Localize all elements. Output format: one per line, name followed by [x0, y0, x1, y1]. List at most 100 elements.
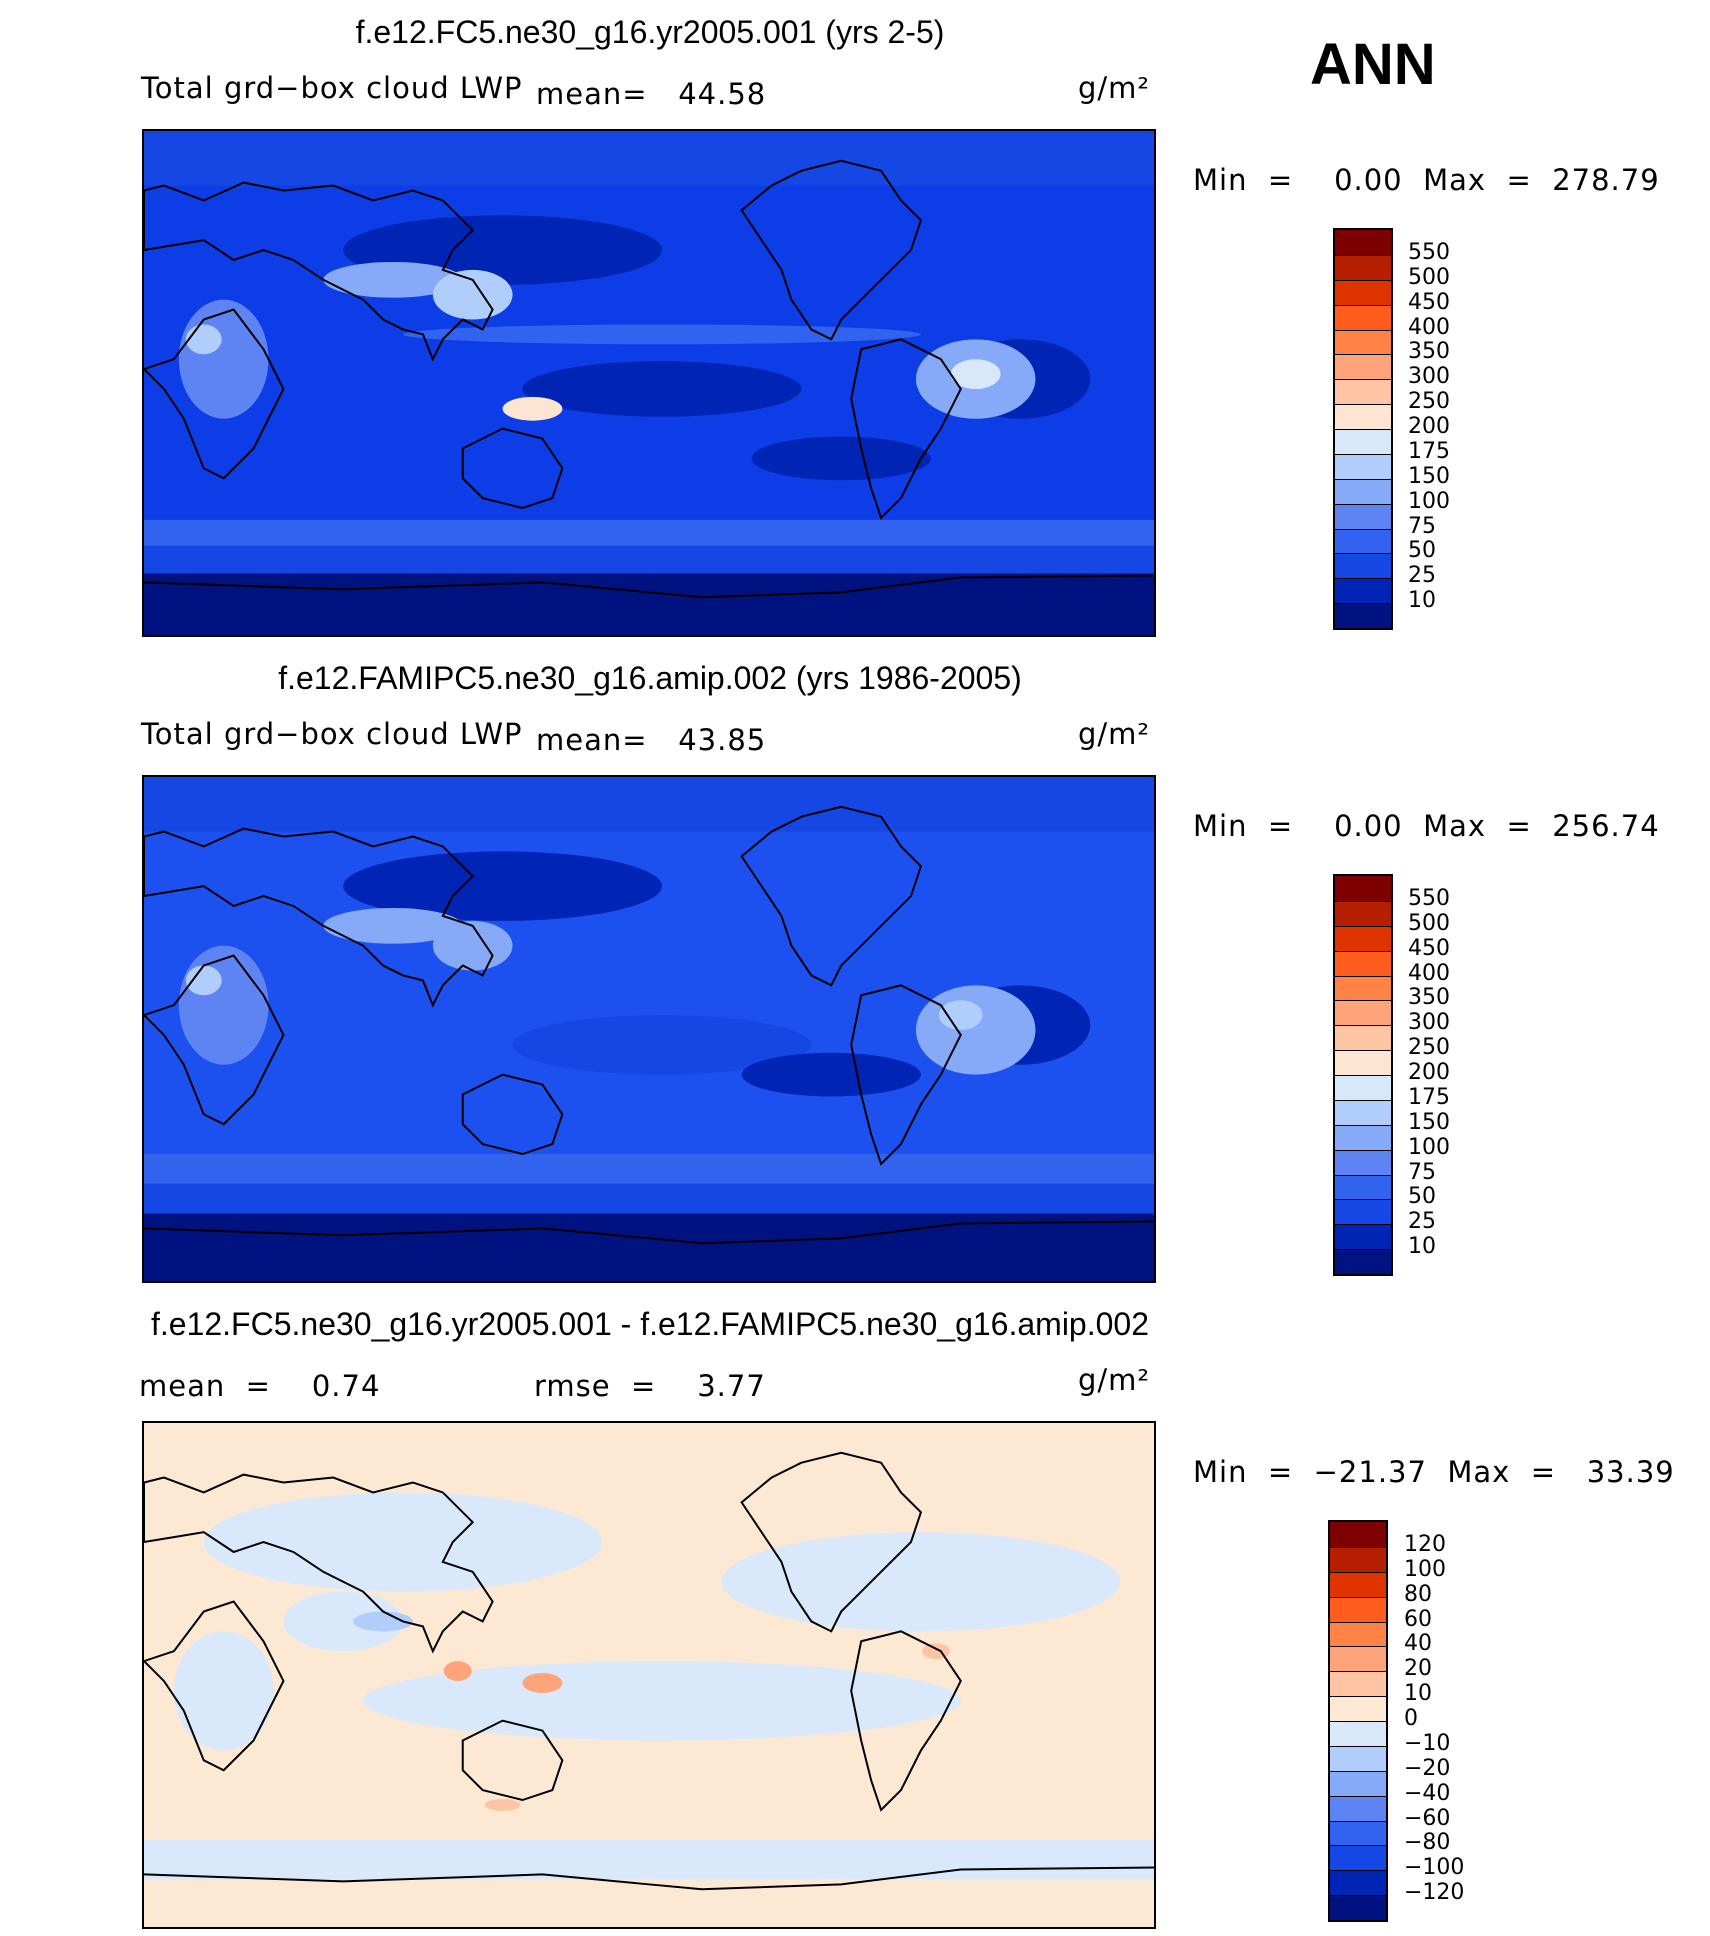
colorbar-swatch: [1335, 1025, 1391, 1051]
panel2-minmax: Min = 0.00 Max = 256.74: [1193, 809, 1660, 843]
colorbar-label: 450: [1408, 935, 1450, 961]
colorbar-label: 200: [1408, 414, 1450, 439]
panel1-mean: mean= 44.58: [536, 77, 767, 111]
colorbar-label: −20: [1404, 1755, 1451, 1781]
diff-eurasia-neg: [203, 1492, 603, 1592]
colorbar-label: 40: [1404, 1631, 1432, 1657]
colorbar-swatch: [1330, 1522, 1386, 1547]
antarctica-coast: [144, 1220, 1154, 1245]
colorbar-label: 175: [1408, 1084, 1450, 1110]
colorbar-swatch: [1330, 1845, 1386, 1871]
colorbar-label: 450: [1408, 289, 1450, 315]
colorbar-label: 10: [1408, 588, 1436, 614]
china-high: [432, 269, 513, 320]
colorbar-swatch: [1335, 876, 1391, 901]
arctic-band: [144, 131, 1154, 186]
colorbar-label: 150: [1408, 1109, 1450, 1135]
congo-peak: [185, 965, 222, 996]
colorbar-label: 25: [1408, 563, 1436, 589]
colorbar-swatch: [1335, 453, 1391, 479]
colorbar-label: 0: [1404, 1706, 1418, 1731]
colorbar-label: −10: [1404, 1730, 1451, 1756]
colorbar-label: 100: [1408, 488, 1450, 514]
panel2-variable: Total grd−box cloud LWP: [141, 717, 523, 751]
north-america-coast: [740, 805, 923, 987]
colorbar-swatch: [1335, 950, 1391, 976]
colorbar-label: 300: [1408, 364, 1450, 390]
colorbar-label: 75: [1408, 1159, 1436, 1185]
colorbar-label: 100: [1404, 1556, 1446, 1582]
amazon-peak: [938, 1000, 983, 1030]
colorbar-swatch: [1330, 1820, 1386, 1846]
eurasia-coast: [144, 1473, 494, 1654]
colorbar-label: 100: [1408, 1134, 1450, 1160]
subtropical-low: [522, 361, 802, 417]
colorbar-swatch: [1335, 478, 1391, 504]
amazon-peak: [950, 359, 1001, 389]
colorbar-swatch: [1335, 603, 1391, 628]
colorbar-swatch: [1335, 1124, 1391, 1150]
panel3-mean: mean = 0.74: [139, 1369, 381, 1403]
antarctica-coast: [144, 1866, 1154, 1891]
colorbar-swatch: [1330, 1721, 1386, 1746]
diff-india-neg: [283, 1591, 403, 1652]
africa-coast: [144, 308, 285, 480]
colorbar-swatch: [1335, 279, 1391, 305]
congo-peak: [185, 324, 222, 355]
colorbar-swatch: [1330, 1546, 1386, 1572]
antarctic-band: [144, 1213, 1154, 1281]
southern-band: [144, 545, 1154, 574]
colorbar-swatch: [1330, 1795, 1386, 1821]
colorbar-swatch: [1335, 925, 1391, 951]
diff-america-neg: [721, 1532, 1121, 1632]
colorbar-swatch: [1335, 1249, 1391, 1274]
colorbar-label: 75: [1408, 513, 1436, 539]
itcz: [402, 324, 921, 345]
colorbar-swatch: [1335, 230, 1391, 255]
colorbar-swatch: [1330, 1571, 1386, 1597]
colorbar-label: 500: [1408, 910, 1450, 936]
australia-coast: [461, 1073, 564, 1156]
colorbar-label: 10: [1408, 1234, 1436, 1260]
colorbar-swatch: [1335, 1174, 1391, 1200]
colorbar-swatch: [1330, 1770, 1386, 1796]
colorbar-label: 500: [1408, 264, 1450, 290]
china-high: [432, 920, 513, 971]
colorbar-swatch: [1335, 1050, 1391, 1075]
colorbar-swatch: [1335, 1099, 1391, 1125]
colorbar-label: 200: [1408, 1060, 1450, 1085]
colorbar-label: 550: [1408, 885, 1450, 911]
colorbar-label: 25: [1408, 1209, 1436, 1235]
colorbar-swatch: [1330, 1895, 1386, 1920]
north-america-coast: [740, 159, 923, 341]
amazon-high: [915, 985, 1036, 1075]
colorbar-swatch: [1335, 1000, 1391, 1026]
eurasia-low: [343, 851, 662, 921]
colorbar-label: 250: [1408, 1035, 1450, 1061]
panel3-map-svg: [144, 1423, 1154, 1927]
diff-southern-pos: [484, 1799, 521, 1811]
colorbar-label: 20: [1404, 1656, 1432, 1682]
panel1-map-svg: [144, 131, 1154, 635]
colorbar-label: 350: [1408, 339, 1450, 365]
colorbar-swatch: [1335, 900, 1391, 926]
panel1-variable: Total grd−box cloud LWP: [141, 71, 523, 105]
tibet-high: [323, 261, 463, 298]
colorbar-swatch: [1335, 578, 1391, 604]
panel3-map: [142, 1421, 1156, 1929]
colorbar-label: 150: [1408, 463, 1450, 489]
africa-high: [178, 299, 269, 419]
colorbar-swatch: [1335, 1199, 1391, 1225]
panel3-minmax: Min = −21.37 Max = 33.39: [1193, 1455, 1675, 1489]
season-label: ANN: [1310, 32, 1436, 97]
colorbar-label: 350: [1408, 985, 1450, 1011]
panel3-title: f.e12.FC5.ne30_g16.yr2005.001 - f.e12.FA…: [150, 1306, 1150, 1342]
colorbar-swatch: [1335, 404, 1391, 429]
panel1-map: [142, 129, 1156, 637]
colorbar-swatch: [1335, 304, 1391, 330]
southern-band: [144, 1183, 1154, 1214]
arctic-band: [144, 777, 1154, 832]
panel3-unit: g/m²: [1078, 1363, 1151, 1397]
subtropical-low: [751, 436, 931, 481]
colorbar-swatch: [1335, 528, 1391, 554]
